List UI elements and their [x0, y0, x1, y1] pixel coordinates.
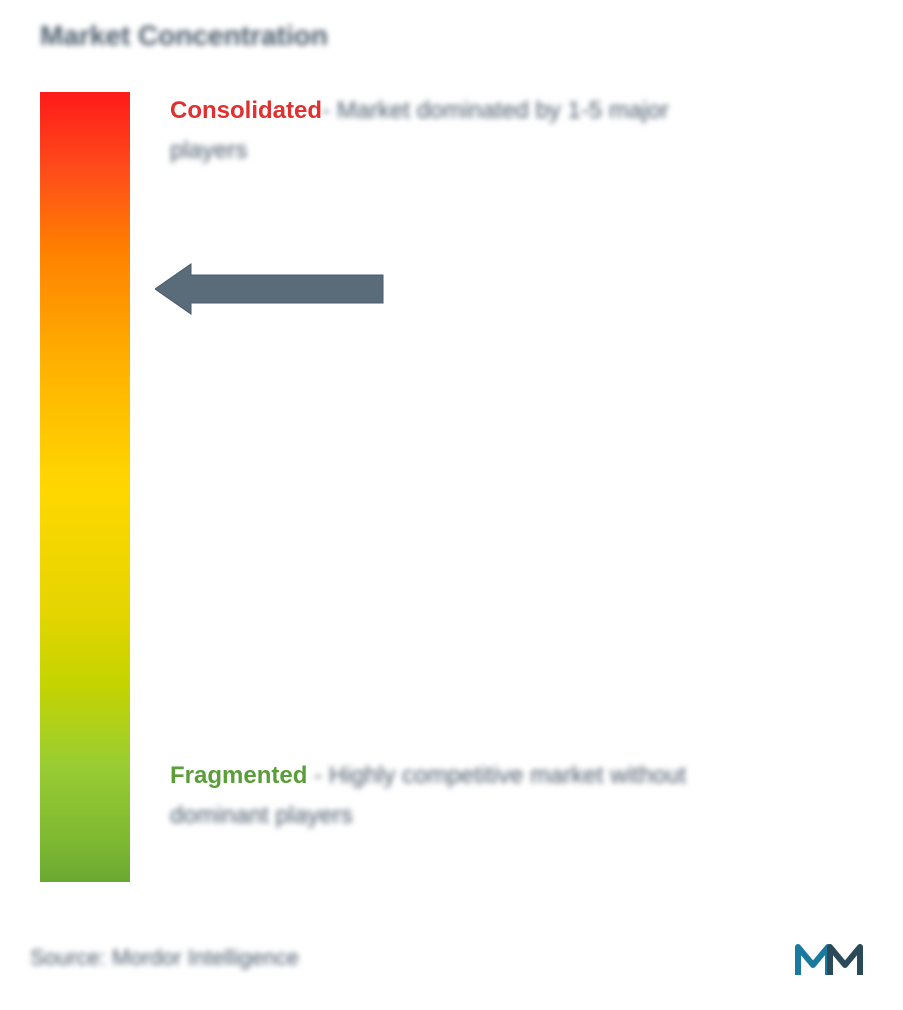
fragmented-desc-line1: Highly competitive market without: [329, 762, 686, 789]
labels-area: Consolidated- Market dominated by 1-5 ma…: [170, 92, 873, 882]
fragmented-separator: -: [307, 762, 328, 789]
consolidated-block: Consolidated- Market dominated by 1-5 ma…: [170, 97, 853, 165]
source-attribution: Source: Mordor Intelligence: [30, 945, 299, 971]
market-position-arrow: [155, 262, 385, 321]
fragmented-block: Fragmented - Highly competitive market w…: [170, 762, 853, 830]
consolidated-label: Consolidated: [170, 97, 322, 124]
concentration-gradient-bar: [40, 92, 130, 882]
consolidated-desc-line1: Market dominated by 1-5 major: [337, 97, 669, 124]
consolidated-desc-line2: players: [170, 137, 853, 165]
fragmented-label: Fragmented: [170, 762, 307, 789]
footer: Source: Mordor Intelligence: [30, 935, 873, 980]
content-area: Consolidated- Market dominated by 1-5 ma…: [40, 92, 873, 882]
chart-title: Market Concentration: [40, 20, 873, 52]
consolidated-separator: -: [322, 97, 337, 124]
fragmented-desc-line2: dominant players: [170, 802, 853, 830]
brand-logo: [793, 935, 873, 980]
